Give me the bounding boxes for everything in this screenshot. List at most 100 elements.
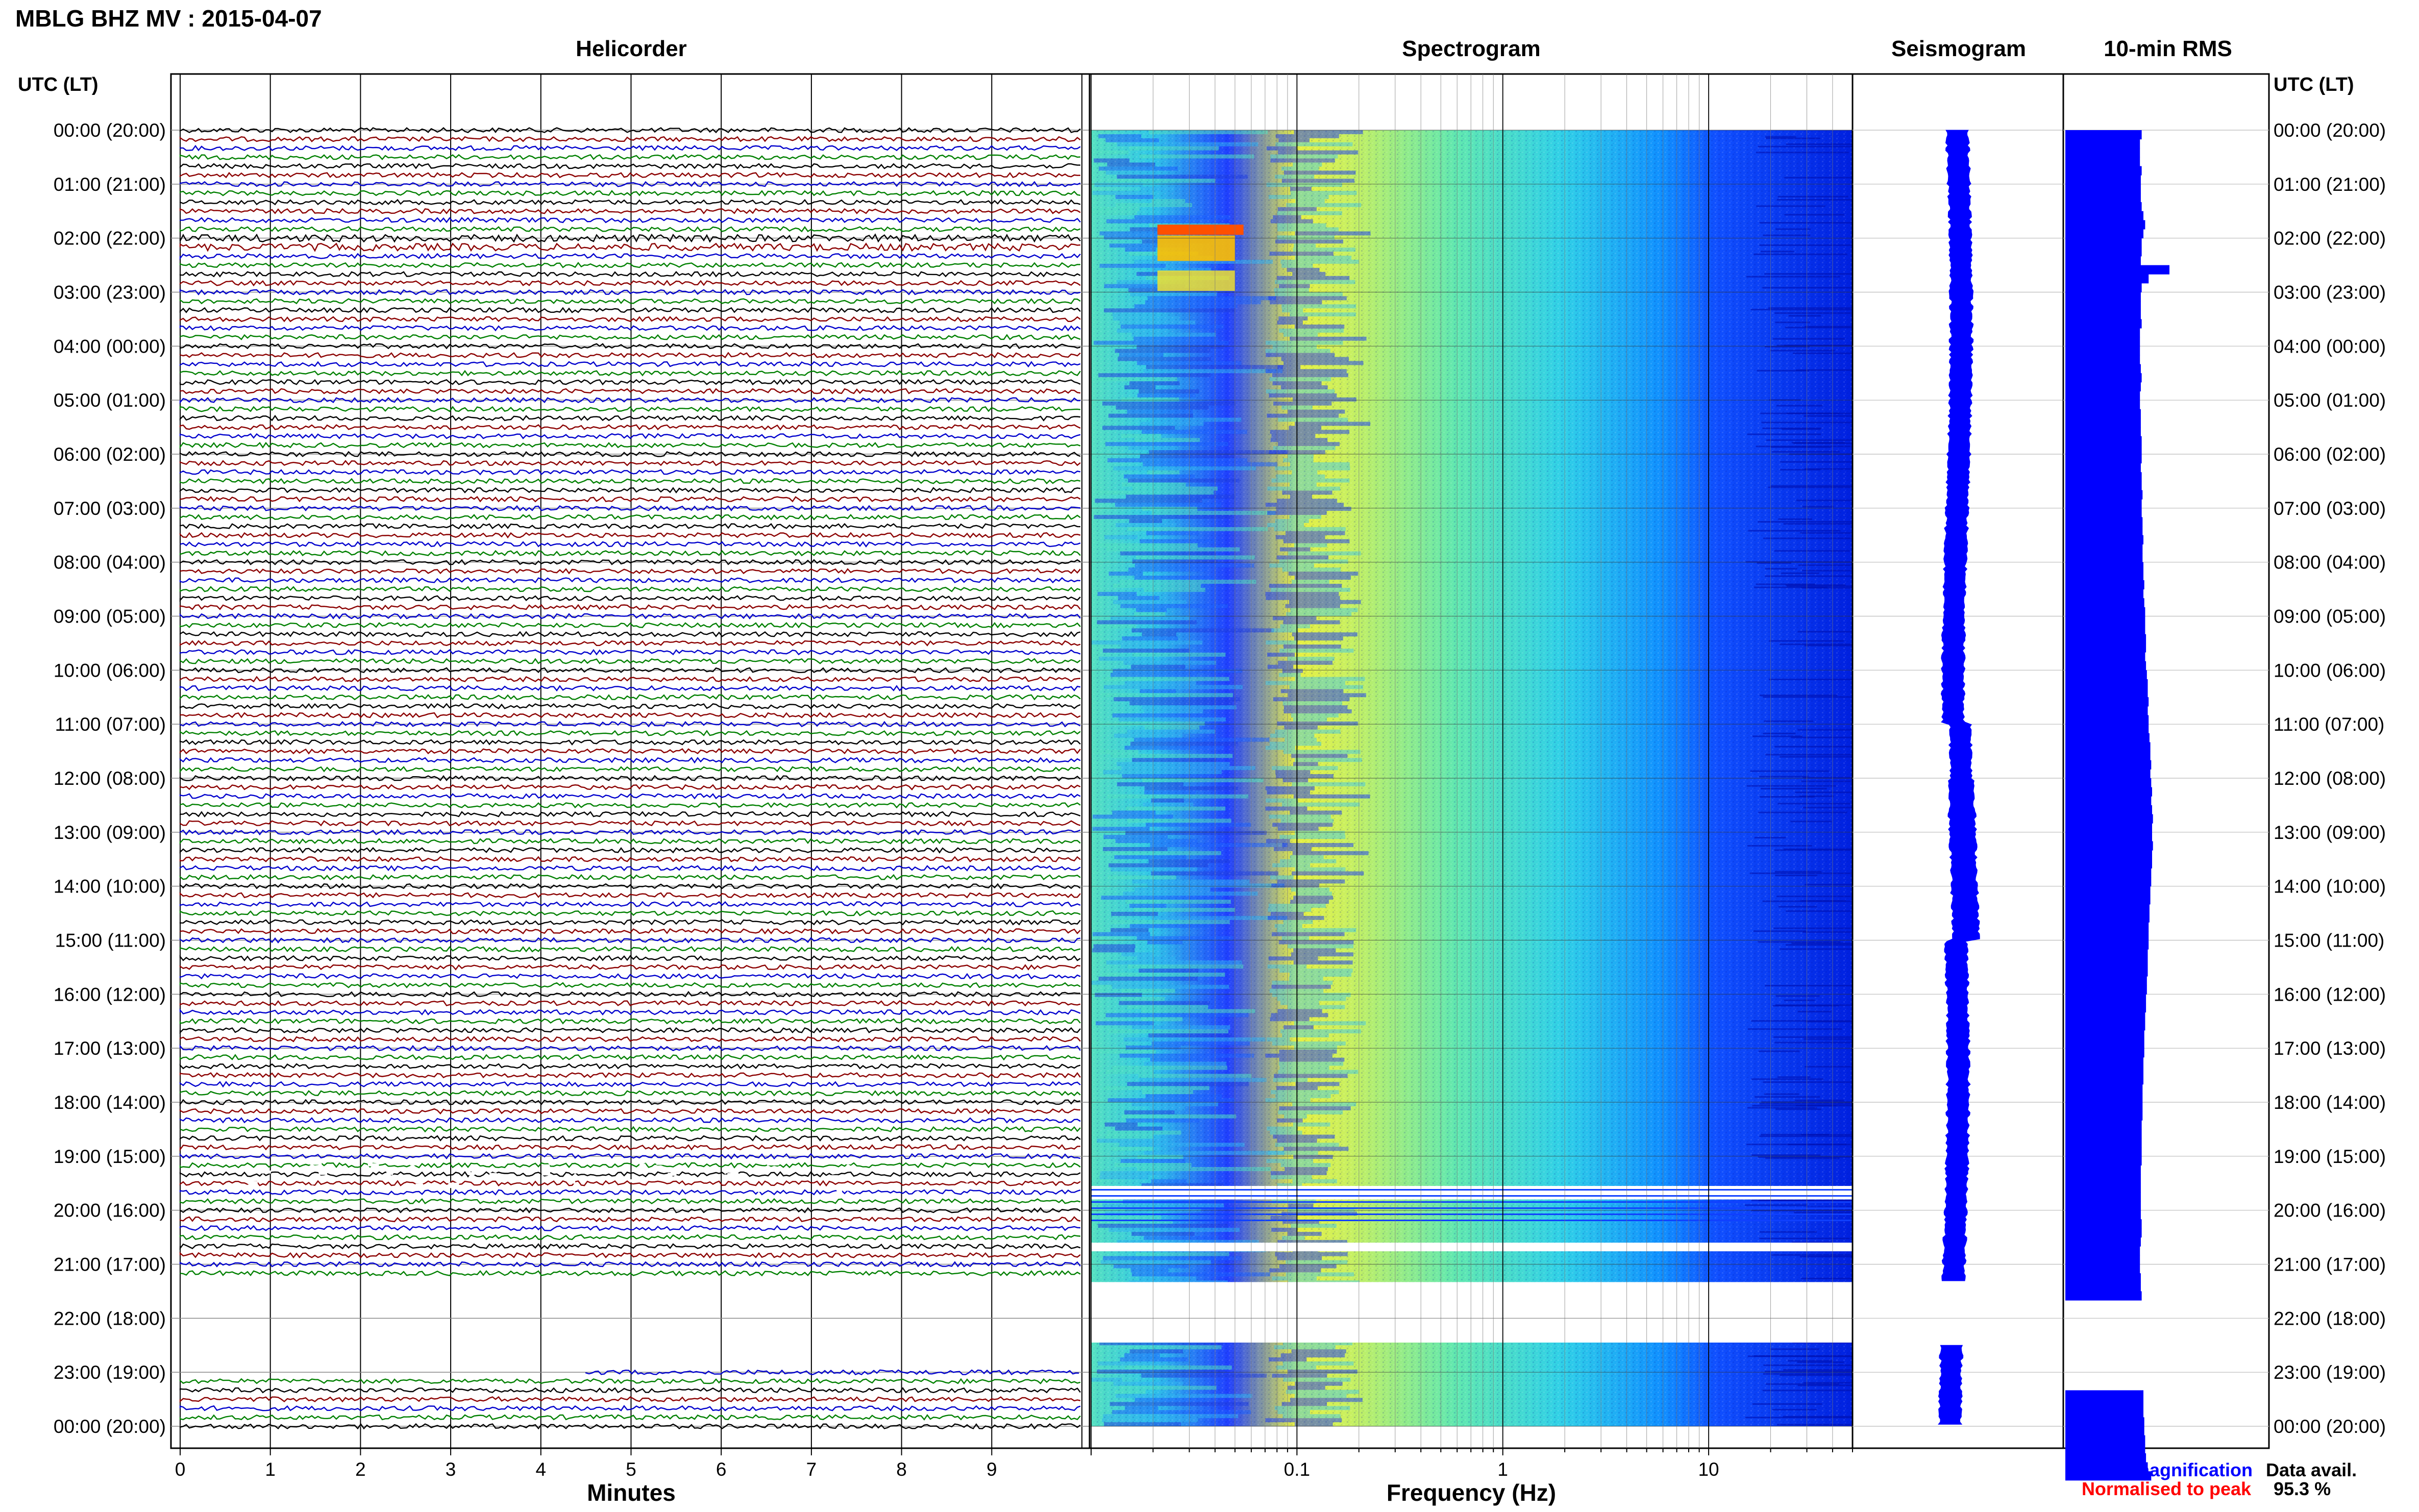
seismogram-title: Seismogram <box>1891 36 2026 61</box>
rms-bar <box>2065 1192 2141 1202</box>
spectrogram-streak <box>1761 1133 1829 1135</box>
rms-bar <box>2065 1237 2141 1247</box>
helicorder-trace-line <box>179 487 1081 494</box>
helicorder-traces <box>179 127 1081 1430</box>
spectrogram-streak <box>1780 468 1820 470</box>
rms-panel <box>2062 73 2270 1481</box>
rms-bar <box>2065 409 2141 418</box>
helicorder-trace-line <box>179 703 1081 710</box>
helicorder-trace-line <box>179 469 1081 476</box>
time-label-left: 02:00 (22:00) <box>54 228 166 249</box>
spectrogram-gap-line <box>1091 1220 1853 1222</box>
rms-bar <box>2065 634 2146 643</box>
spectrogram-streak <box>1757 562 1791 564</box>
rms-bar <box>2065 1453 2146 1463</box>
rms-bar <box>2065 364 2141 374</box>
spectrogram-streak <box>1768 307 1858 309</box>
helicorder-trace-line <box>179 820 1081 827</box>
spectrogram-streak <box>1759 1237 1850 1240</box>
time-label-right: 15:00 (11:00) <box>2274 930 2384 951</box>
rms-bar <box>2065 166 2142 176</box>
spectrogram-streak <box>1778 518 1812 520</box>
spectrogram-streak <box>1785 944 1885 946</box>
helicorder-dropout <box>960 1183 969 1186</box>
spectrogram-streak <box>1786 910 1873 912</box>
rms-bar <box>2065 796 2152 806</box>
x-tick-label: 3 <box>446 1459 456 1480</box>
helicorder-trace-line <box>179 604 1081 611</box>
time-label-left: 05:00 (01:00) <box>54 390 166 411</box>
spectrogram-streak <box>1797 1384 1856 1386</box>
helicorder-dropout <box>410 1170 417 1173</box>
spectrogram-streak <box>1745 1204 1808 1206</box>
spectrogram-streak <box>1751 1020 1857 1022</box>
rms-bar <box>2065 778 2152 788</box>
rms-bar <box>2065 895 2151 905</box>
time-label-right: 16:00 (12:00) <box>2274 984 2386 1005</box>
rms-bar <box>2065 1003 2146 1013</box>
spectrogram-gap-line <box>1091 1195 1853 1197</box>
spectrogram-streak <box>1790 821 1832 823</box>
time-label-right: 23:00 (19:00) <box>2274 1362 2386 1383</box>
rms-bar <box>2065 1246 2140 1256</box>
rms-bar <box>2065 868 2152 878</box>
spectrogram-streak <box>1793 1211 1895 1213</box>
rms-bar <box>2065 481 2142 491</box>
spectrogram-gap <box>1091 1243 1853 1252</box>
helicorder-trace-line <box>179 595 1081 602</box>
spectrogram-streak <box>1804 468 1880 470</box>
helicorder-title: Helicorder <box>576 36 687 61</box>
time-label-left: 14:00 (10:00) <box>54 876 166 897</box>
rms-bar <box>2065 1390 2143 1400</box>
spectrogram-streak <box>1758 811 1847 813</box>
spectrogram-streak <box>1774 746 1861 748</box>
helicorder-trace-line <box>179 802 1081 809</box>
time-label-left: 13:00 (09:00) <box>54 822 166 843</box>
rms-bar <box>2065 607 2145 616</box>
helicorder-trace-line <box>179 982 1081 988</box>
helicorder-trace-line <box>179 1234 1081 1241</box>
spectrogram-streak <box>1756 152 1849 154</box>
rms-bar <box>2065 211 2143 220</box>
helicorder-dropout <box>381 1185 388 1188</box>
x-tick-label: 8 <box>896 1459 907 1480</box>
helicorder-dropout <box>410 1162 416 1166</box>
time-label-left: 18:00 (14:00) <box>54 1092 166 1113</box>
helicorder-trace-line <box>179 1099 1081 1106</box>
helicorder-dropout <box>573 1170 581 1174</box>
helicorder-trace-line <box>179 811 1081 818</box>
rms-bar <box>2065 922 2149 932</box>
helicorder-trace-line <box>179 856 1081 863</box>
spectrogram-streak <box>1799 1255 1899 1257</box>
spectrogram-streak <box>1754 253 1847 255</box>
helicorder-trace-line <box>179 937 1081 944</box>
helicorder-trace-line <box>179 649 1081 656</box>
rms-bar <box>2065 886 2151 896</box>
spectrogram-streak <box>1762 1390 1883 1392</box>
helicorder-dropout <box>723 1174 730 1178</box>
rms-bar <box>2065 400 2140 410</box>
helicorder-trace-line <box>179 568 1081 575</box>
spectrogram-streak <box>1783 848 1909 850</box>
helicorder-dropout <box>489 1173 497 1176</box>
time-label-right: 12:00 (08:00) <box>2274 768 2386 789</box>
helicorder-trace-line <box>179 280 1081 287</box>
spectrogram-streak <box>1752 1105 1836 1107</box>
spectrogram-streak <box>1796 500 1878 502</box>
time-label-right: 22:00 (18:00) <box>2274 1308 2386 1329</box>
rms-bar <box>2065 1084 2143 1094</box>
helicorder-dropout <box>836 1188 843 1192</box>
rms-bar <box>2065 382 2141 392</box>
spectrogram-streak <box>1765 136 1796 138</box>
helicorder-trace-line <box>179 1000 1081 1007</box>
time-label-left: 03:00 (23:00) <box>54 282 166 303</box>
spectrogram-streak <box>1781 572 1819 574</box>
rms-bar <box>2065 544 2143 554</box>
helicorder-trace-line <box>179 190 1081 196</box>
x-tick-label: 1 <box>265 1459 276 1480</box>
spectrogram-streak <box>1788 1360 1833 1362</box>
spectrogram-streak <box>1756 445 1874 448</box>
helicorder-trace-line <box>179 253 1081 260</box>
spectrogram-streak <box>1751 1154 1821 1156</box>
helicorder-dropout <box>543 1164 550 1168</box>
